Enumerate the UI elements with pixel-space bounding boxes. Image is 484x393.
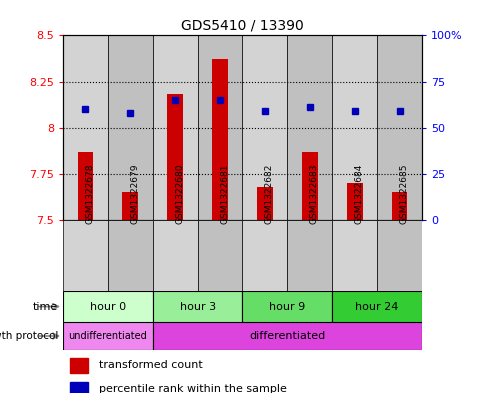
Title: GDS5410 / 13390: GDS5410 / 13390 [181,19,303,33]
Text: GSM1322681: GSM1322681 [220,163,228,224]
Bar [107,220,152,291]
Text: hour 24: hour 24 [355,301,398,312]
Text: GSM1322682: GSM1322682 [264,163,273,224]
Text: GSM1322684: GSM1322684 [354,163,363,224]
Bar [332,35,376,220]
Text: GSM1322678: GSM1322678 [85,163,94,224]
Bar [70,382,88,393]
Bar [376,35,421,220]
Text: growth protocol: growth protocol [0,331,58,341]
Text: GSM1322685: GSM1322685 [399,163,408,224]
Text: transformed count: transformed count [99,360,202,371]
Bar [332,291,421,322]
Bar [242,291,332,322]
Bar [63,220,107,291]
Text: GSM1322680: GSM1322680 [175,163,184,224]
Bar [152,35,197,220]
Bar [332,220,376,291]
Bar [63,322,152,350]
Bar [302,152,317,220]
Bar [212,59,227,220]
Bar [376,220,421,291]
Text: GSM1322683: GSM1322683 [309,163,318,224]
Bar [70,358,88,373]
Bar [242,220,287,291]
Text: hour 9: hour 9 [269,301,305,312]
Bar [257,187,272,220]
Bar [63,35,107,220]
Bar [167,94,182,220]
Bar [77,152,93,220]
Text: hour 0: hour 0 [90,301,126,312]
Bar [122,192,138,220]
Bar [346,183,362,220]
Bar [197,35,242,220]
Bar [107,35,152,220]
Bar [391,192,407,220]
Bar [152,322,421,350]
Text: time: time [33,301,58,312]
Bar [287,220,332,291]
Text: differentiated: differentiated [249,331,325,341]
Bar [242,35,287,220]
Text: percentile rank within the sample: percentile rank within the sample [99,384,286,393]
Bar [152,291,242,322]
Bar [197,220,242,291]
Bar [152,220,197,291]
Bar [63,291,152,322]
Text: hour 3: hour 3 [179,301,215,312]
Bar [287,35,332,220]
Text: undifferentiated: undifferentiated [68,331,147,341]
Text: GSM1322679: GSM1322679 [130,163,139,224]
